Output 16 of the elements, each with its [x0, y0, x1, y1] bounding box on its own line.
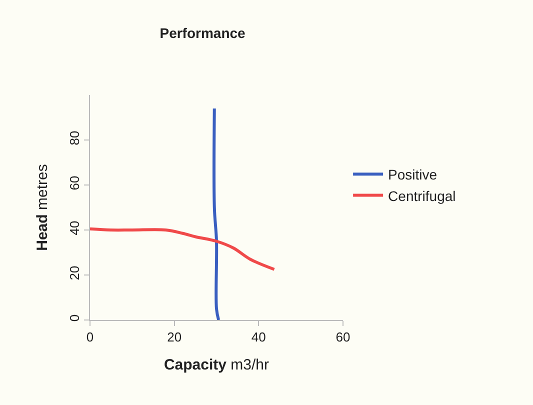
legend-label: Centrifugal	[388, 188, 456, 204]
x-tick-label: 40	[251, 330, 266, 345]
line-series	[90, 227, 276, 271]
y-tick-label: 0	[66, 314, 82, 322]
x-tick-label: 0	[86, 330, 94, 345]
chart-title: Performance	[160, 25, 246, 42]
y-tick-label: 40	[66, 220, 82, 236]
y-tick-label: 80	[66, 130, 82, 146]
x-axis-title: Capacity m3/hr	[164, 356, 270, 374]
y-tick-label: 60	[66, 176, 82, 190]
x-tick-label: 60	[336, 330, 350, 345]
line-series	[212, 107, 220, 320]
legend-label: Positive	[388, 166, 438, 183]
y-axis-title: Head metres	[34, 164, 52, 251]
y-tick-label: 20	[66, 266, 82, 280]
x-tick-label: 20	[167, 330, 182, 345]
